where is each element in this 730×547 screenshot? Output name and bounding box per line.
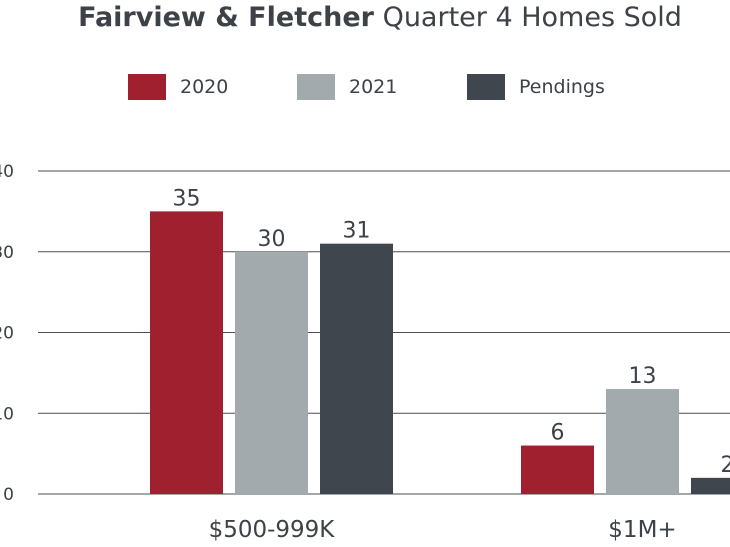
legend-swatch-pendings: [467, 74, 505, 100]
x-category-label-0: $500-999K: [209, 517, 336, 543]
bar-500-999k-2020: [150, 211, 223, 494]
bar-500-999k-2021: [235, 251, 308, 494]
legend-label-pendings: Pendings: [519, 76, 605, 98]
legend-item-pendings: Pendings: [467, 72, 605, 102]
bar-1m-pendings: [691, 477, 730, 494]
legend-swatch-2020: [128, 74, 166, 100]
data-label-500-999k-2020: 35: [173, 186, 201, 211]
x-category-label-1: $1M+: [608, 517, 676, 543]
legend-label-2020: 2020: [180, 76, 229, 98]
data-label-1m-pendings: 2: [721, 453, 730, 478]
data-label-500-999k-2021: 30: [258, 227, 286, 252]
data-label-1m-2020: 6: [551, 421, 565, 446]
y-tick-label-30: 30: [0, 243, 14, 263]
y-tick-label-40: 40: [0, 162, 14, 182]
legend-item-2021: 2021: [297, 72, 397, 102]
y-tick-label-0: 0: [3, 485, 14, 505]
legend-label-2021: 2021: [349, 76, 398, 98]
chart-title-bold: Fairview & Fletcher: [78, 2, 374, 33]
chart-legend: 2020 2021 Pendings: [0, 72, 730, 102]
y-tick-label-10: 10: [0, 404, 14, 424]
data-label-1m-2021: 13: [629, 364, 657, 389]
legend-item-2020: 2020: [128, 72, 228, 102]
y-tick-label-20: 20: [0, 324, 14, 344]
data-label-500-999k-pendings: 31: [343, 219, 371, 244]
chart-title-rest: Quarter 4 Homes Sold: [382, 2, 682, 33]
bar-1m-2021: [606, 389, 679, 494]
bar-1m-2020: [521, 445, 594, 494]
bar-500-999k-pendings: [320, 243, 393, 494]
legend-swatch-2021: [297, 74, 335, 100]
chart-title: Fairview & Fletcher Quarter 4 Homes Sold: [0, 2, 730, 33]
